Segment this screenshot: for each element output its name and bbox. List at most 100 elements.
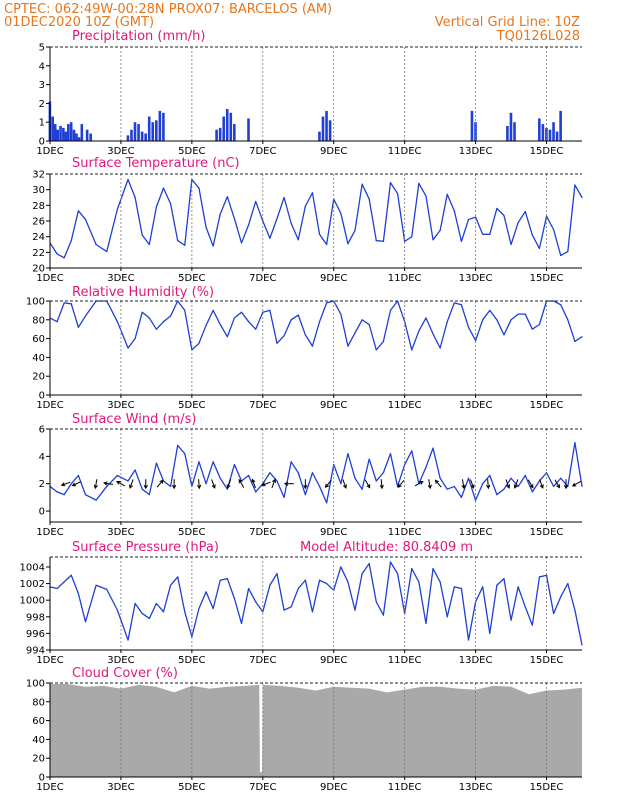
temperature-point [361,183,363,185]
pressure-point [162,611,165,613]
temperature-ytick-label: 20 [32,264,45,275]
pressure-point [276,573,278,575]
precipitation-bar [85,129,89,141]
wind-point [198,461,200,463]
temperature-point [219,213,221,215]
precipitation-bar [144,133,147,141]
precipitation-ytick-label: 3 [39,80,45,91]
precipitation-bar [225,109,229,141]
wind-point [106,485,108,488]
precipitation-bar [67,124,70,141]
temperature-xtick-label: 15DEC [530,273,564,284]
humidity-point [205,324,207,327]
pressure-point [84,621,87,623]
precipitation-ytick-label: 2 [39,99,45,110]
humidity-point [276,342,278,344]
precipitation-ytick-label: 1 [39,118,45,129]
cloud-xtick-label: 3DEC [107,782,134,793]
temperature-xtick-label: 1DEC [36,273,63,284]
wind-point [84,494,87,496]
temperature-point [283,196,285,199]
cloud-ytick-label: 60 [32,716,45,727]
temperature-ytick-label: 26 [32,217,45,228]
wind-direction-arrow [414,480,424,487]
pressure-point [467,639,470,641]
wind-direction-arrow [211,479,216,489]
temperature-point [205,226,207,228]
humidity-point [255,328,257,330]
pressure-point [496,584,498,586]
wind-point [248,474,250,477]
temperature-point [510,243,512,246]
humidity-xtick-label: 13DEC [459,400,493,411]
pressure-point [425,622,427,625]
humidity-ytick-label: 20 [32,372,45,383]
precipitation-panel [46,46,582,144]
temperature-point [418,182,420,184]
cloud-xtick-label: 7DEC [249,782,276,793]
temperature-point [148,243,150,246]
header-model-code: TQ0126L028 [496,29,580,44]
wind-point [233,463,236,466]
wind-point [70,483,72,485]
temperature-point [560,254,562,257]
pressure-point [326,582,328,585]
wind-point [283,496,285,498]
humidity-point [460,304,463,306]
humidity-point [560,304,562,306]
wind-direction-arrow [563,479,569,490]
humidity-point [240,311,243,313]
pressure-xtick-label: 3DEC [107,655,134,666]
pressure-point [510,619,512,621]
humidity-ytick-label: 0 [39,391,45,402]
pressure-point [453,586,455,588]
humidity-point [517,313,519,315]
pressure-panel [46,556,583,653]
pressure-point [205,591,207,593]
humidity-point [184,309,186,311]
temperature-point [432,239,434,241]
wind-point [510,477,512,479]
pressure-point [219,579,221,581]
pressure-point [70,574,72,576]
temperature-point [255,200,257,203]
humidity-point [453,302,455,304]
wind-point [333,463,335,466]
wind-direction-arrow [397,479,405,488]
temperature-point [248,224,250,226]
precipitation-bar [233,124,236,141]
humidity-point [311,345,314,347]
cloud-ytick-label: 20 [32,754,45,765]
cloud-ytick-label: 80 [32,697,45,708]
temperature-point [553,229,555,231]
precipitation-bar [559,110,562,141]
pressure-point [432,568,434,570]
precipitation-ytick-label: 5 [39,43,45,54]
wind-ytick-label: 6 [39,425,45,436]
wind-point [446,488,448,490]
precipitation-ytick-label: 0 [39,137,45,148]
precipitation-bar [325,110,328,141]
precipitation-bar [89,133,92,141]
pressure-xtick-label: 15DEC [530,655,564,666]
cloud-xtick-label: 1DEC [36,782,63,793]
wind-title: Surface Wind (m/s) [72,412,196,427]
humidity-point [574,340,576,343]
pressure-ytick-label: 998 [26,612,45,623]
wind-point [63,494,65,496]
temperature-point [411,236,413,238]
temperature-point [318,233,321,235]
precipitation-bar [155,120,158,141]
wind-direction-arrow [342,479,347,489]
humidity-point [482,319,484,321]
temperature-point [262,220,264,222]
wind-direction-arrow [93,479,98,490]
precipitation-bar [328,120,332,141]
temperature-point [226,196,228,198]
temperature-xtick-label: 13DEC [459,273,493,284]
precipitation-xtick-label: 11DEC [388,146,422,157]
wind-point [503,488,505,490]
wind-direction-arrow [156,479,164,488]
wind-xtick-label: 5DEC [178,527,205,538]
pressure-point [177,576,179,578]
